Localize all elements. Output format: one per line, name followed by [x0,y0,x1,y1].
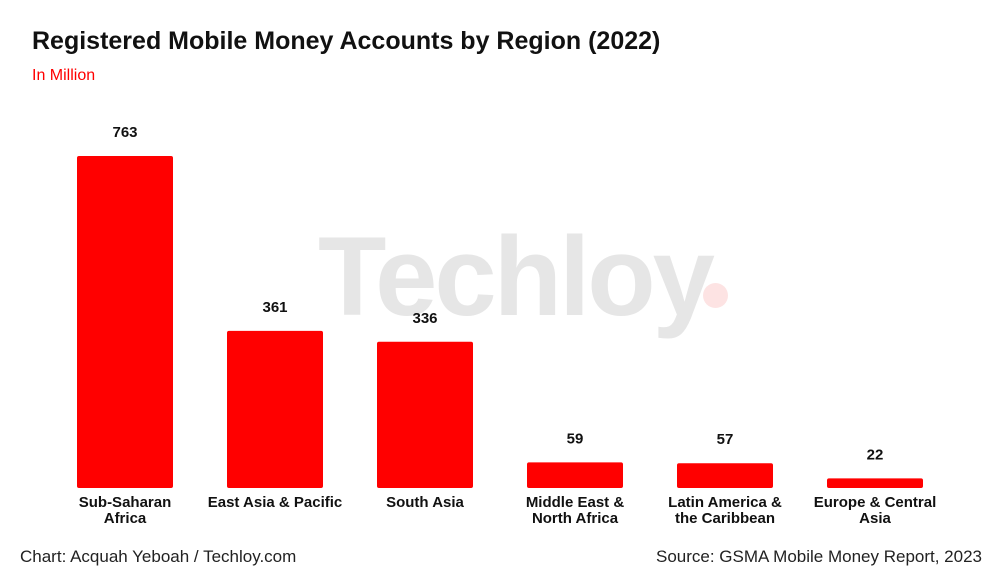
category-label: Sub-Saharan Africa [78,494,172,527]
chart-credit: Chart: Acquah Yeboah / Techloy.com [20,547,297,566]
watermark-logo: Techloy [318,214,715,339]
category-label: South Asia [386,494,464,511]
chart-subtitle: In Million [32,67,96,84]
data-label: 336 [412,310,437,327]
category-label: Europe & Central Asia [813,494,937,527]
data-label: 57 [717,431,734,448]
data-label: 22 [867,446,884,463]
watermark-dot [703,283,728,308]
category-label: Middle East & North Africa [525,494,625,527]
category-label: Latin America & the Caribbean [668,494,782,527]
data-label: 763 [112,124,137,141]
bar [827,478,923,488]
chart-title: Registered Mobile Money Accounts by Regi… [32,27,661,55]
data-label: 361 [262,299,287,316]
category-label: East Asia & Pacific [207,494,343,511]
bar [377,341,473,488]
bar [227,330,323,488]
bar [77,156,173,488]
bar [527,462,623,488]
bar [677,463,773,488]
data-label: 59 [567,430,584,447]
chart-source: Source: GSMA Mobile Money Report, 2023 [656,547,982,566]
